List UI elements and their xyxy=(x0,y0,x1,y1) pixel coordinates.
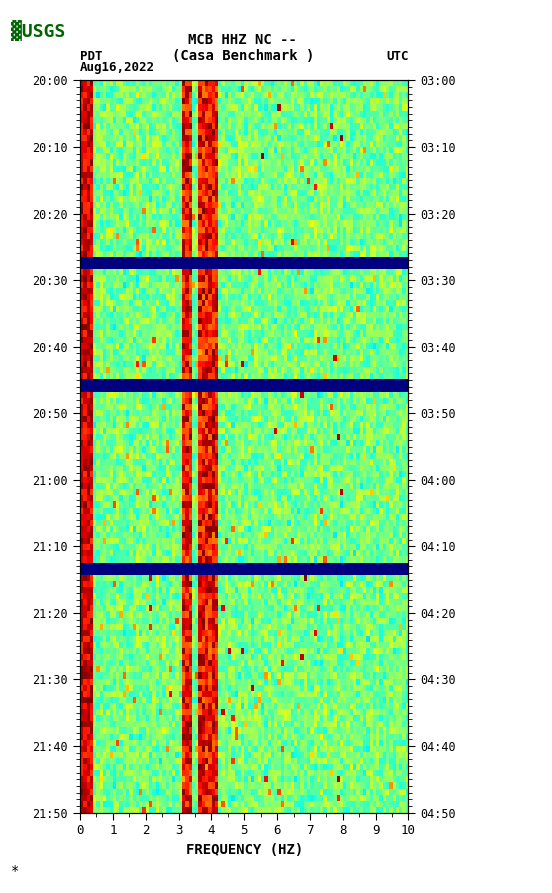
X-axis label: FREQUENCY (HZ): FREQUENCY (HZ) xyxy=(185,843,303,857)
Text: Aug16,2022: Aug16,2022 xyxy=(80,62,155,74)
Text: *: * xyxy=(11,864,19,878)
Text: ▓USGS: ▓USGS xyxy=(11,20,66,40)
Text: UTC: UTC xyxy=(386,50,408,63)
Text: PDT: PDT xyxy=(80,50,103,63)
Text: MCB HHZ NC --: MCB HHZ NC -- xyxy=(188,33,298,47)
Text: (Casa Benchmark ): (Casa Benchmark ) xyxy=(172,49,314,63)
